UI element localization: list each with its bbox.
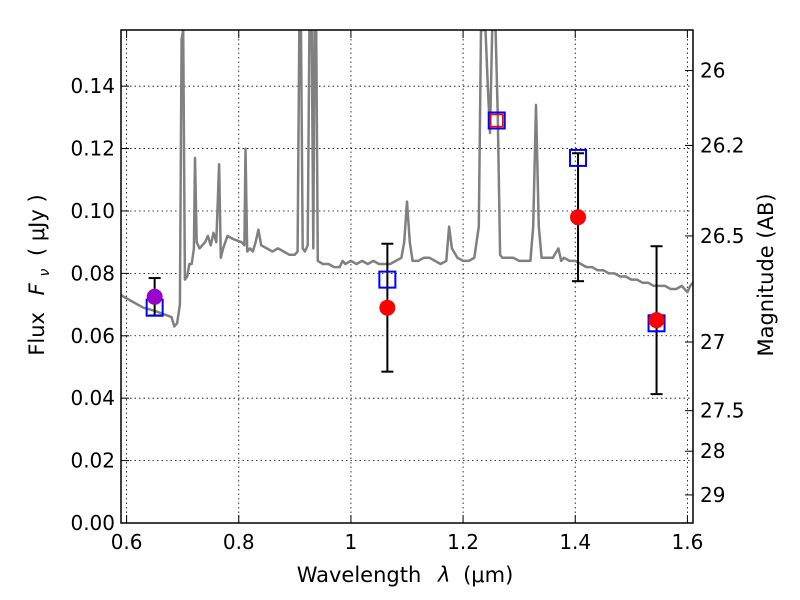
y-tick-label: 0.04 (70, 386, 115, 410)
y-tick-label: 0.08 (70, 261, 115, 285)
plot-frame (120, 29, 694, 524)
x-tick-label: 0.6 (111, 530, 143, 554)
model-flux-square (378, 270, 397, 289)
y-tick-label: 0.02 (70, 449, 115, 473)
y-axis-label-text: Flux (25, 312, 49, 356)
y-axis-label-subscript: ν (37, 269, 53, 277)
y2-tick-label: 26 (700, 59, 725, 83)
observed-flux-point (489, 113, 504, 128)
observed-flux-point (648, 312, 665, 329)
model-flux-square (487, 111, 506, 130)
y-tick-label: 0.12 (70, 137, 115, 161)
x-tick-label: 1.6 (671, 530, 703, 554)
y-tick-label: 0.10 (70, 199, 115, 223)
y-axis-label-symbol: F (25, 282, 49, 295)
y2-tick-label: 27 (700, 330, 725, 354)
y2-tick-label: 26.2 (700, 133, 745, 157)
x-axis-label-text: Wavelength (297, 563, 422, 587)
model-flux-square (569, 148, 588, 167)
x-axis-label: Wavelength λ (μm) (297, 563, 514, 587)
observed-flux-point (570, 209, 587, 226)
spectrum-line (121, 30, 693, 328)
grid-lines (121, 30, 693, 524)
y-tick-label: 0.00 (70, 511, 115, 535)
x-tick-label: 0.8 (223, 530, 255, 554)
x-tick-label: 1.4 (559, 530, 591, 554)
y2-tick-label: 27.5 (700, 399, 745, 423)
y-axis-label-unit: ( μJy ) (25, 194, 49, 256)
x-axis-label-unit: (μm) (463, 563, 513, 587)
y-tick-label: 0.06 (70, 324, 115, 348)
secondary-y-axis-label: Magnitude (AB) (754, 193, 778, 356)
x-axis-label-symbol: λ (437, 563, 450, 587)
y-axis-label: Flux F ν ( μJy ) (25, 194, 54, 355)
y-tick-label: 0.14 (70, 74, 115, 98)
axis-ticks: 0.6 0.8 1 1.2 1.4 1.6 0.00 0.02 0.04 0.06 0.08 0.10… (70, 30, 745, 554)
observed-flux-point (146, 288, 163, 305)
x-tick-label: 1 (345, 530, 358, 554)
observed-flux-point (379, 299, 396, 316)
y2-tick-label: 29 (700, 483, 725, 507)
y2-tick-label: 26.5 (700, 224, 745, 248)
plot-area (121, 30, 693, 396)
x-tick-label: 1.2 (447, 530, 479, 554)
y2-tick-label: 28 (700, 439, 725, 463)
